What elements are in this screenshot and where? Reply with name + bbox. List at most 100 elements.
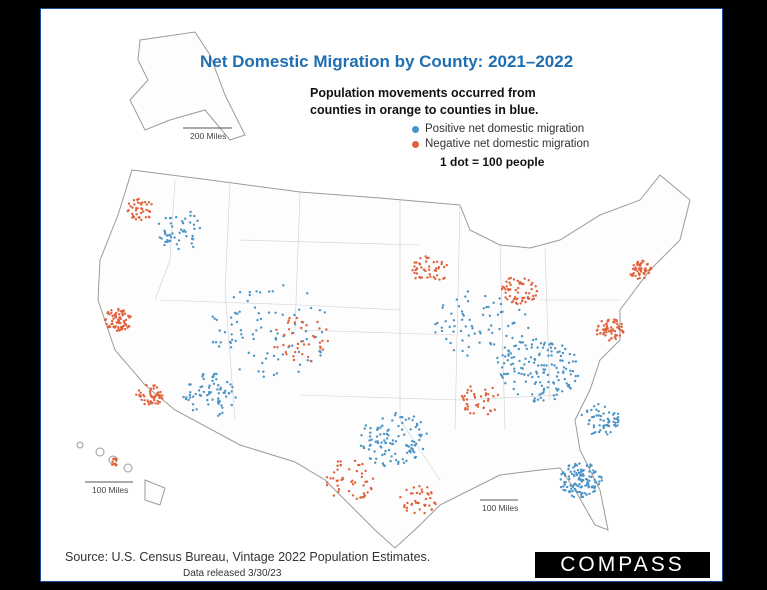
negative-migration-dot (413, 511, 416, 515)
positive-migration-dot (539, 396, 542, 399)
positive-migration-dot (171, 232, 174, 235)
negative-migration-dot (420, 266, 423, 269)
positive-migration-dot (559, 354, 563, 358)
negative-migration-dot (430, 492, 433, 495)
negative-migration-dot (418, 492, 421, 495)
positive-migration-dot (575, 472, 578, 475)
positive-migration-dot (607, 411, 611, 414)
positive-migration-dot (492, 343, 496, 346)
positive-migration-dot (169, 235, 173, 239)
negative-migration-dot (140, 203, 143, 206)
positive-migration-dot (163, 232, 167, 236)
negative-migration-dot (296, 347, 299, 350)
negative-migration-dot (505, 280, 508, 283)
positive-migration-dot (414, 425, 417, 429)
negative-migration-dot (412, 486, 416, 489)
positive-migration-dot (236, 312, 239, 315)
positive-migration-dot (255, 329, 258, 332)
negative-migration-dot (513, 296, 517, 299)
negative-migration-dot (417, 501, 420, 505)
positive-migration-dot (516, 393, 520, 396)
positive-migration-dot (499, 373, 502, 376)
positive-migration-dot (501, 354, 504, 357)
negative-migration-dot (353, 459, 357, 463)
negative-migration-dot (156, 399, 159, 403)
negative-migration-dot (432, 261, 435, 264)
positive-migration-dot (379, 433, 382, 436)
negative-migration-dot (500, 288, 504, 291)
positive-migration-dot (592, 490, 595, 493)
positive-migration-dot (536, 398, 540, 401)
positive-migration-dot (616, 424, 619, 427)
negative-migration-dot (139, 211, 143, 215)
positive-migration-dot (389, 442, 392, 445)
negative-migration-dot (117, 326, 120, 329)
positive-migration-dot (459, 329, 463, 333)
negative-migration-dot (325, 476, 329, 479)
positive-migration-dot (579, 491, 582, 494)
positive-migration-dot (564, 347, 567, 351)
positive-migration-dot (570, 494, 574, 497)
positive-migration-dot (567, 361, 571, 364)
positive-migration-dot (391, 439, 395, 442)
negative-migration-dot (364, 469, 367, 473)
positive-migration-dot (181, 230, 185, 233)
negative-migration-dot (326, 481, 329, 484)
negative-migration-dot (405, 488, 408, 492)
negative-migration-dot (472, 412, 475, 415)
negative-migration-dot (296, 342, 300, 346)
positive-migration-dot (581, 495, 585, 499)
positive-migration-dot (508, 350, 511, 353)
positive-migration-dot (557, 379, 560, 382)
positive-migration-dot (258, 291, 262, 294)
negative-migration-dot (620, 329, 624, 333)
negative-migration-dot (273, 345, 276, 349)
negative-migration-dot (131, 206, 134, 209)
positive-migration-dot (594, 470, 597, 473)
legend: Positive net domestic migration Negative… (412, 122, 589, 152)
negative-migration-dot (414, 277, 417, 280)
positive-migration-dot (373, 450, 376, 453)
positive-migration-dot (503, 362, 506, 365)
positive-migration-dot (517, 347, 520, 351)
negative-migration-dot (433, 269, 436, 272)
negative-migration-dot (319, 346, 322, 350)
negative-migration-dot (614, 334, 618, 337)
positive-migration-dot (519, 341, 523, 344)
positive-migration-dot (219, 341, 222, 344)
positive-migration-dot (169, 216, 172, 220)
negative-migration-dot (504, 291, 507, 294)
positive-migration-dot (191, 234, 194, 238)
positive-migration-dot (397, 424, 400, 428)
negative-migration-dot (434, 277, 437, 280)
positive-migration-dot (576, 374, 580, 378)
positive-migration-dot (588, 465, 591, 469)
positive-migration-dot (576, 490, 579, 494)
positive-migration-dot (533, 358, 537, 361)
positive-migration-dot (461, 318, 464, 321)
negative-migration-dot (316, 320, 319, 324)
positive-migration-dot (266, 352, 269, 355)
negative-migration-dot (613, 321, 616, 324)
positive-migration-dot (580, 413, 583, 417)
positive-migration-dot (405, 451, 409, 454)
positive-migration-dot (484, 294, 487, 298)
positive-migration-dot (464, 325, 467, 328)
positive-migration-dot (529, 372, 532, 375)
positive-migration-dot (595, 481, 598, 484)
positive-migration-dot (569, 369, 572, 372)
negative-migration-dot (351, 479, 354, 482)
positive-migration-dot (467, 345, 470, 349)
negative-migration-dot (105, 322, 108, 326)
positive-migration-dot (478, 341, 481, 344)
negative-migration-dot (462, 398, 466, 402)
negative-migration-dot (115, 329, 119, 332)
negative-migration-dot (645, 263, 649, 266)
negative-migration-dot (351, 483, 355, 486)
positive-migration-dot (466, 290, 470, 293)
positive-migration-dot (229, 341, 233, 344)
negative-migration-dot (110, 309, 113, 312)
negative-migration-dot (482, 406, 485, 409)
negative-migration-dot (300, 320, 303, 324)
negative-migration-dot (424, 260, 428, 263)
